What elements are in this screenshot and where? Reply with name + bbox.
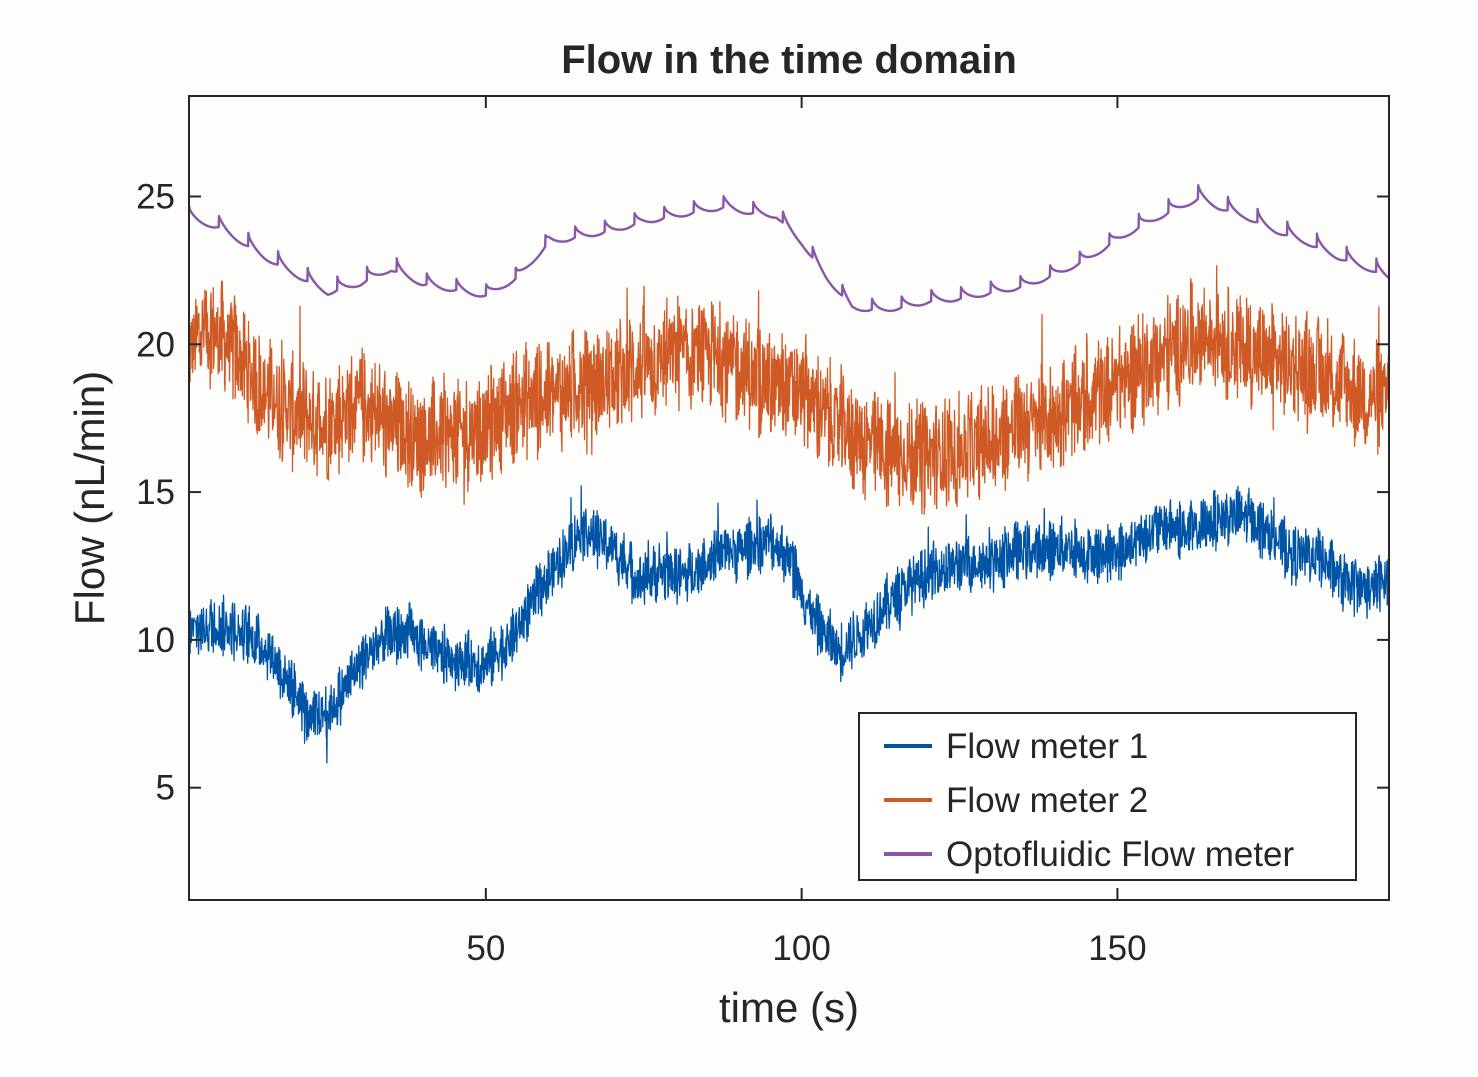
y-tick-label: 20 [136, 325, 175, 364]
series-optofluidic-flow-meter [189, 184, 1389, 313]
series-line [189, 485, 1389, 764]
y-tick-label: 10 [136, 621, 175, 660]
x-tick-label: 150 [1088, 929, 1146, 968]
ticks-layer: 50 100 150 5 10 15 20 25 [136, 96, 1389, 968]
legend: Flow meter 1 Flow meter 2 Optofluidic Flow… [858, 712, 1357, 881]
x-tick-label: 100 [772, 929, 830, 968]
y-tick-label: 5 [156, 769, 175, 808]
legend-label: Flow meter 1 [946, 727, 1148, 766]
legend-label: Optofluidic Flow meter [946, 835, 1295, 874]
x-axis-label: time (s) [719, 984, 859, 1031]
axes-box [188, 95, 1390, 901]
y-tick-label: 15 [136, 473, 175, 512]
y-axis-label: Flow (nL/min) [66, 371, 113, 625]
chart-title: Flow in the time domain [561, 38, 1017, 82]
legend-label: Flow meter 2 [946, 781, 1148, 820]
series-line [189, 265, 1389, 515]
series-layer [189, 184, 1389, 764]
series-flow-meter-1 [189, 485, 1389, 764]
x-tick-label: 50 [466, 929, 505, 968]
legend-box [858, 712, 1357, 881]
series-flow-meter-2 [189, 265, 1389, 515]
series-line [189, 184, 1389, 313]
y-tick-label: 25 [136, 178, 175, 217]
